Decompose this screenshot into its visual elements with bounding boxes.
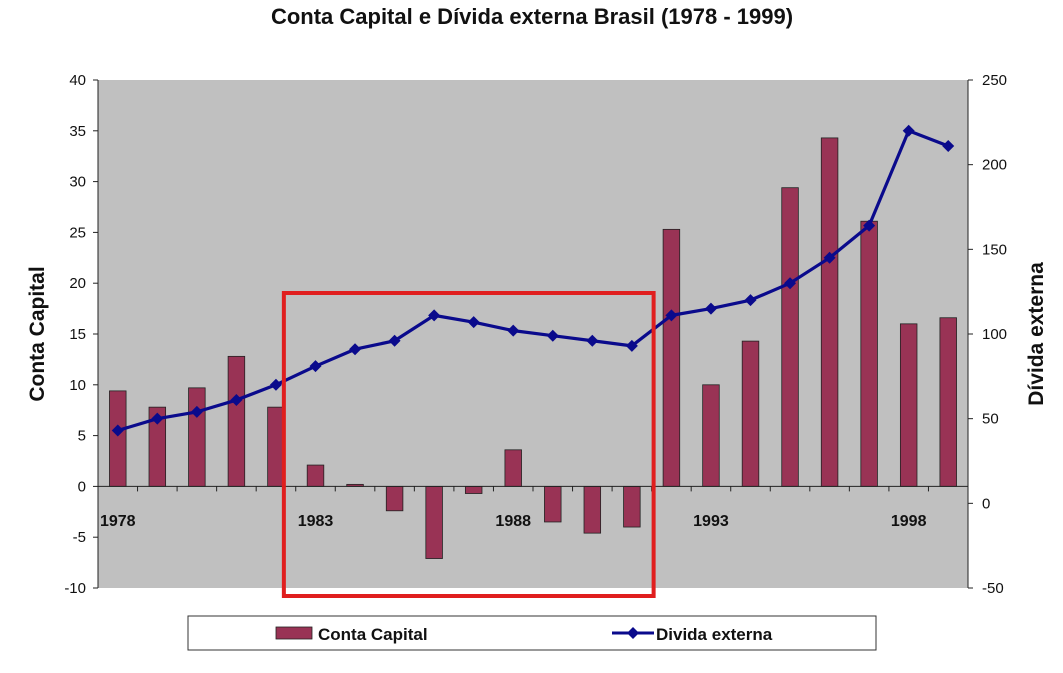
bar-conta-capital-1980 [188, 387, 206, 487]
x-tick-label: 1978 [100, 513, 136, 530]
legend-label-conta-capital: Conta Capital [318, 625, 428, 644]
bar-conta-capital-1981 [227, 355, 246, 487]
x-tick-label: 1988 [495, 513, 531, 530]
y-tick-label: 10 [69, 377, 86, 394]
line-divida-externa [117, 129, 949, 433]
y-axis-title: Conta Capital [26, 266, 49, 401]
y-tick-label: 35 [69, 123, 86, 140]
point-divida-externa-1985 [388, 334, 401, 347]
x-tick-label: 1998 [891, 513, 927, 530]
y2-tick-label: 100 [982, 326, 1007, 343]
point-divida-externa-1987 [467, 316, 480, 329]
bar-conta-capital-1985 [385, 485, 404, 512]
y2-tick-label: 200 [982, 157, 1007, 174]
x-tick-label: 1983 [298, 513, 334, 530]
legend-swatch-conta-capital [275, 626, 313, 640]
point-divida-externa-1998 [902, 124, 915, 137]
y-tick-label: 20 [69, 275, 86, 292]
point-divida-externa-1981 [230, 394, 243, 407]
point-divida-externa-1994 [744, 294, 757, 307]
point-divida-externa-1984 [349, 343, 362, 356]
y-tick-label: 25 [69, 224, 86, 241]
point-divida-externa-1989 [546, 329, 559, 342]
bar-conta-capital-1997 [860, 220, 878, 487]
y-tick-label: -5 [73, 529, 86, 546]
y2-tick-label: 150 [982, 241, 1007, 258]
point-divida-externa-1990 [586, 334, 599, 347]
legend-marker-divida-externa [627, 627, 639, 639]
bar-conta-capital-1998 [899, 323, 918, 487]
y-tick-label: 0 [78, 478, 86, 495]
point-divida-externa-1983 [309, 360, 322, 373]
line-layer [111, 124, 955, 437]
y-tick-label: 40 [69, 72, 86, 89]
bar-conta-capital-1993 [702, 384, 720, 487]
y-tick-label: 5 [78, 428, 86, 445]
y2-axis-title: Dívida externa [1025, 262, 1048, 406]
point-divida-externa-1979 [151, 412, 164, 425]
y2-tick-label: 50 [982, 411, 999, 428]
bar-conta-capital-1999 [939, 317, 957, 487]
legend-label-divida-externa: Divida externa [656, 625, 773, 644]
point-divida-externa-1980 [190, 405, 203, 418]
point-divida-externa-1991 [625, 339, 638, 352]
point-divida-externa-1986 [428, 309, 441, 322]
point-divida-externa-1982 [269, 378, 282, 391]
bar-conta-capital-1996 [820, 137, 839, 487]
y2-tick-label: -50 [982, 580, 1004, 597]
chart-title: Conta Capital e Dívida externa Brasil (1… [271, 4, 793, 29]
legend: Conta Capital Divida externa [187, 615, 877, 651]
bar-conta-capital-1987 [464, 485, 483, 494]
point-divida-externa-1997 [863, 219, 876, 232]
point-divida-externa-1999 [942, 140, 955, 153]
y-tick-label: -10 [64, 580, 86, 597]
point-divida-externa-1993 [704, 302, 717, 315]
bar-conta-capital-1986 [425, 485, 443, 559]
bar-conta-capital-1990 [583, 485, 602, 534]
y-tick-label: 15 [69, 326, 86, 343]
bar-conta-capital-1989 [544, 485, 562, 523]
point-divida-externa-1978 [111, 424, 124, 437]
point-divida-externa-1992 [665, 309, 678, 322]
bar-conta-capital-1992 [662, 228, 681, 487]
point-divida-externa-1988 [507, 324, 520, 337]
point-divida-externa-1995 [784, 277, 797, 290]
y2-tick-label: 250 [982, 72, 1007, 89]
highlight-box [281, 291, 656, 598]
bar-conta-capital-1982 [267, 406, 285, 487]
bar-conta-capital-1995 [781, 187, 799, 487]
bar-conta-capital-1991 [623, 485, 641, 528]
y2-tick-label: 0 [982, 495, 990, 512]
y-tick-label: 30 [69, 174, 86, 191]
bar-conta-capital-1983 [306, 464, 325, 487]
x-tick-label: 1993 [693, 513, 729, 530]
bar-conta-capital-1994 [741, 340, 760, 487]
point-divida-externa-1996 [823, 251, 836, 264]
bar-conta-capital-1978 [109, 390, 127, 487]
bar-conta-capital-1988 [504, 449, 522, 487]
axes-layer: -10-50510152025303540-500501001502002501… [64, 72, 1007, 597]
